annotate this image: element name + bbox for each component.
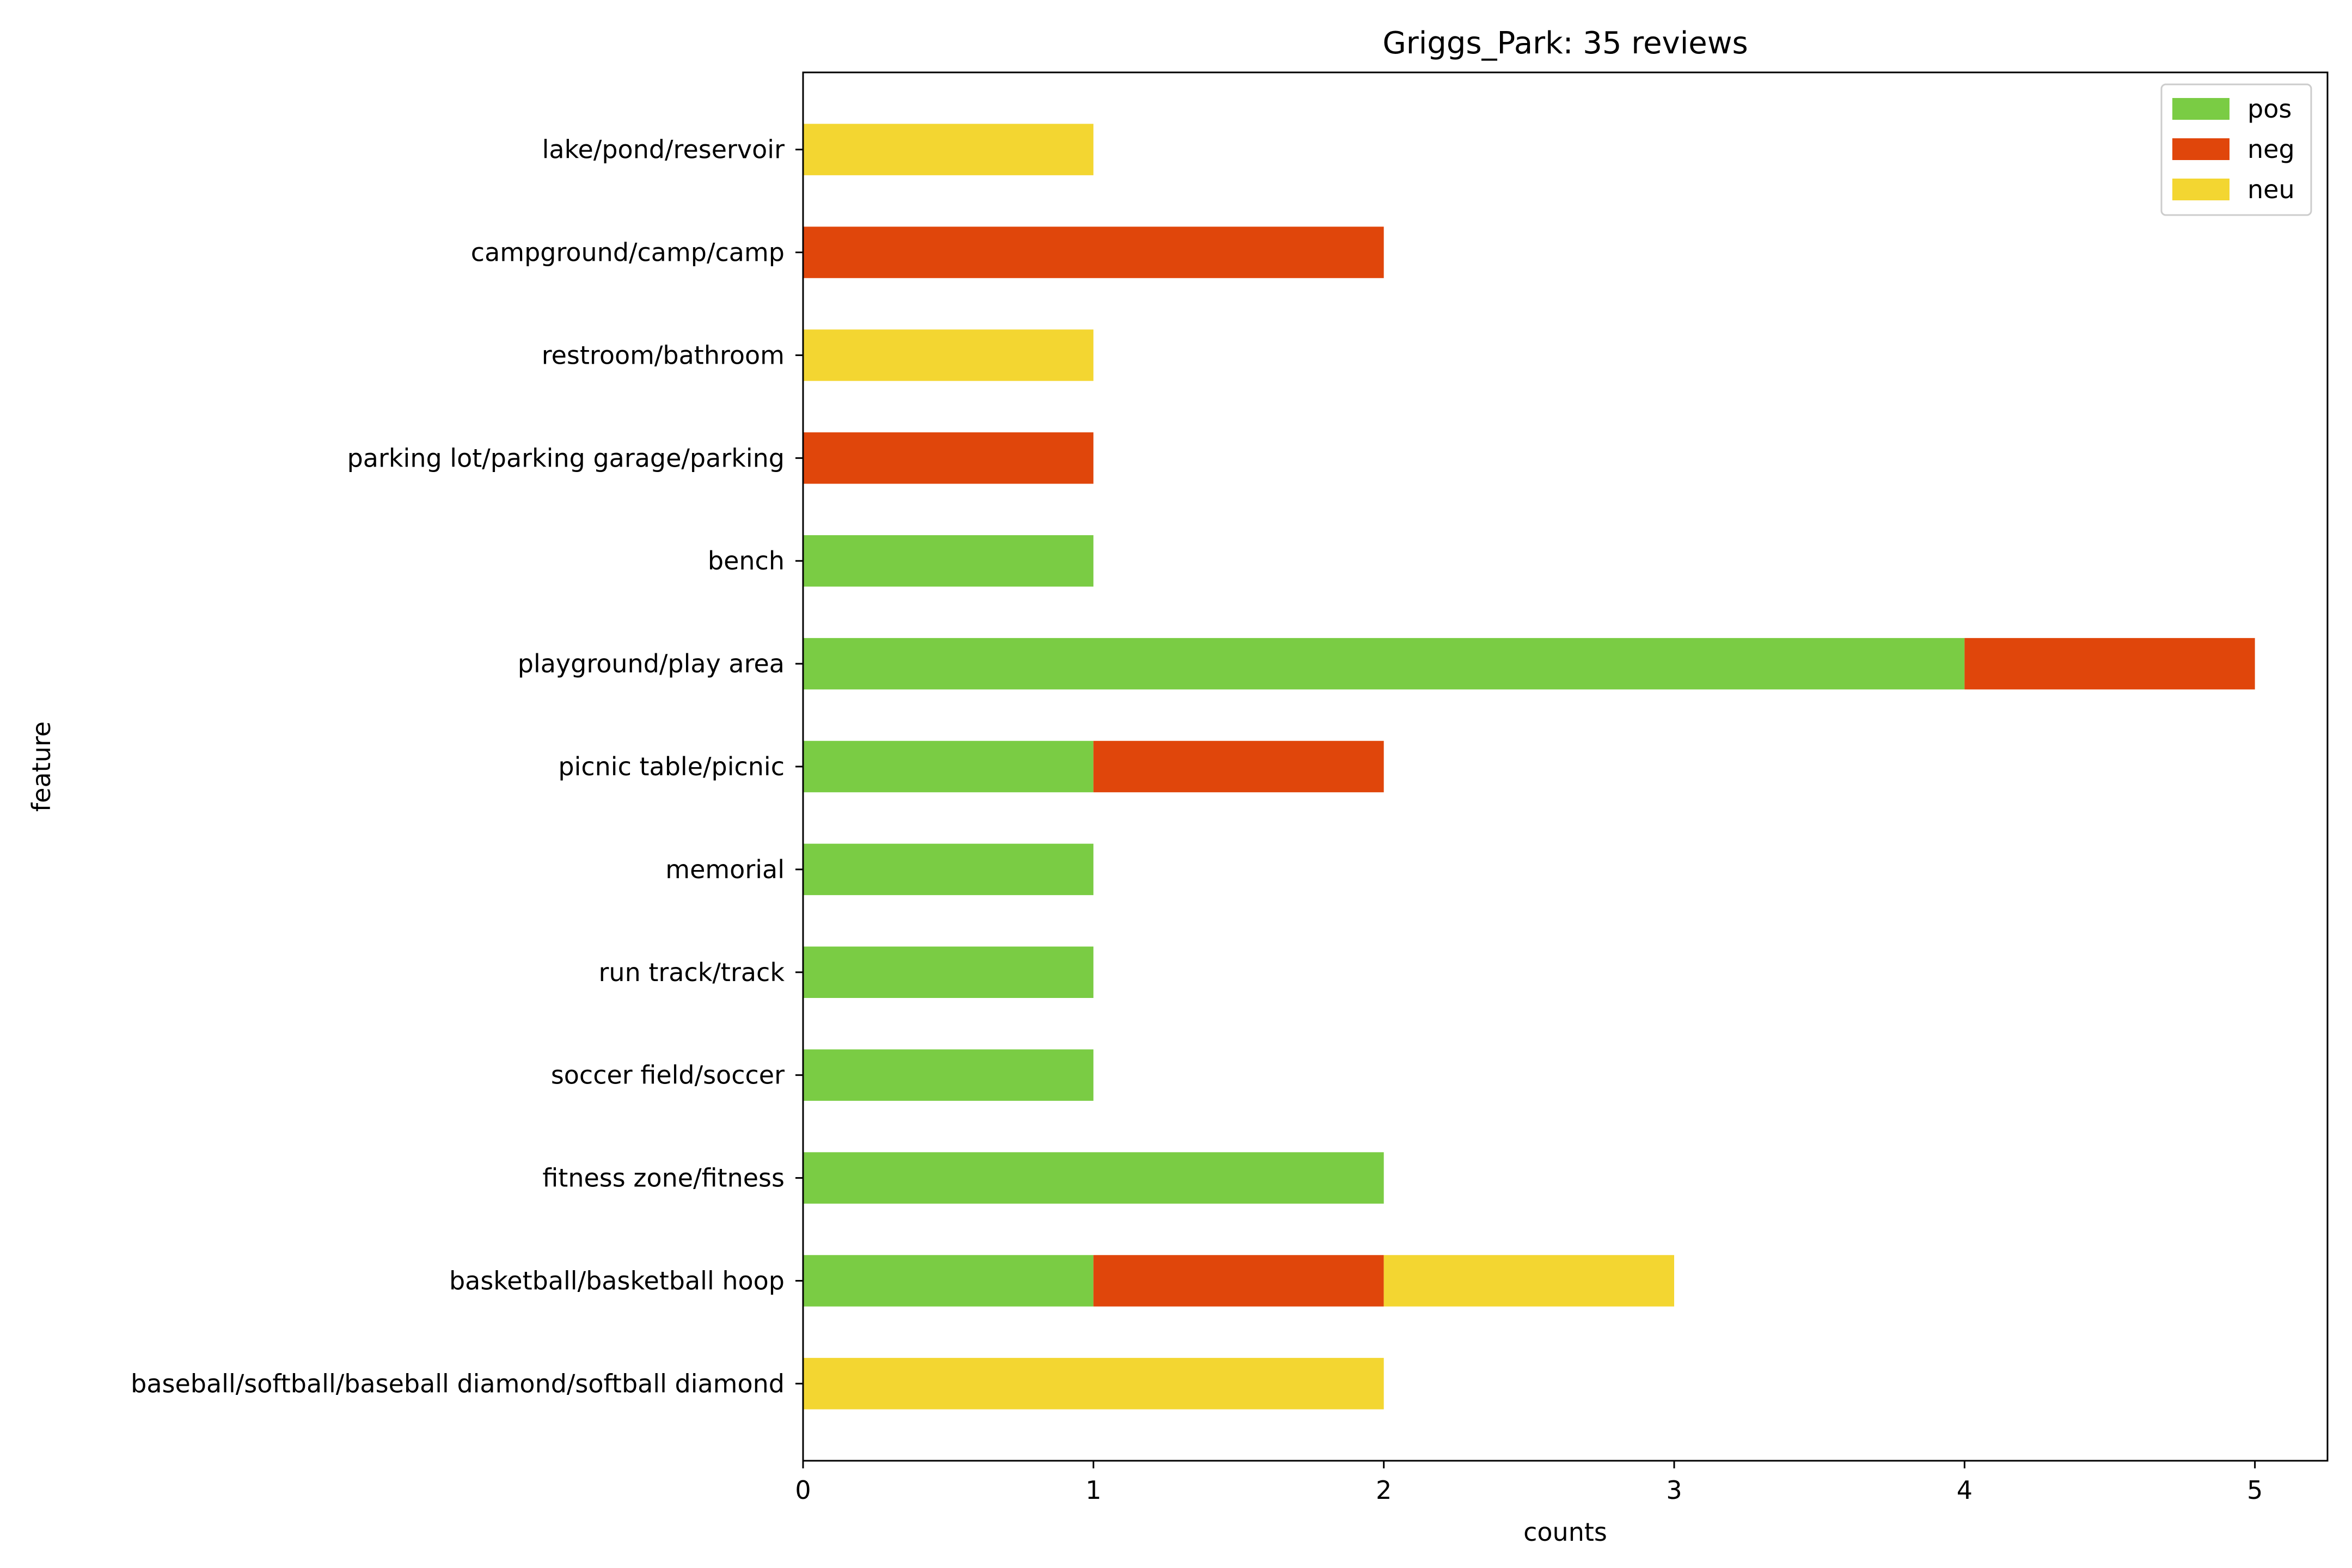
bar-neg-9 xyxy=(803,432,1094,484)
y-tick-label: lake/pond/reservoir xyxy=(542,135,785,164)
x-tick-label: 5 xyxy=(2247,1475,2263,1505)
bar-neu-12 xyxy=(803,124,1094,175)
chart-title: Griggs_Park: 35 reviews xyxy=(1382,26,1748,61)
legend-swatch-neg xyxy=(2172,138,2230,160)
bar-neu-10 xyxy=(803,329,1094,381)
bar-pos-1 xyxy=(803,1255,1094,1307)
bar-pos-3 xyxy=(803,1049,1094,1101)
y-tick-label: bench xyxy=(708,546,785,575)
x-tick-label: 3 xyxy=(1666,1475,1682,1505)
plot-frame xyxy=(802,71,2329,1462)
bar-pos-5 xyxy=(803,843,1094,896)
x-tick-label: 4 xyxy=(1957,1475,1973,1505)
y-axis-label: feature xyxy=(27,721,56,812)
bar-neu-1 xyxy=(1383,1255,1674,1307)
legend-label-neg: neg xyxy=(2247,134,2295,164)
y-tick-labels: baseball/softball/baseball diamond/softb… xyxy=(131,135,803,1398)
bar-neg-7 xyxy=(1964,638,2255,690)
y-tick-label: basketball/basketball hoop xyxy=(449,1266,785,1295)
bar-neg-11 xyxy=(803,226,1384,278)
legend-swatch-neu xyxy=(2172,179,2230,200)
x-axis-label: counts xyxy=(1523,1517,1607,1547)
bar-pos-7 xyxy=(803,638,1965,690)
legend: pos neg neu xyxy=(2160,83,2312,216)
bar-neg-6 xyxy=(1093,740,1384,793)
bar-pos-2 xyxy=(803,1152,1384,1204)
legend-label-pos: pos xyxy=(2247,94,2292,124)
x-tick-label: 0 xyxy=(795,1475,811,1505)
x-ticks: 0 1 2 3 4 5 xyxy=(795,1461,2263,1505)
bar-pos-8 xyxy=(803,535,1094,587)
y-tick-label: run track/track xyxy=(599,958,785,987)
bar-neu-0 xyxy=(803,1358,1384,1410)
x-tick-label: 2 xyxy=(1376,1475,1392,1505)
legend-label-neu: neu xyxy=(2247,175,2295,204)
y-tick-label: picnic table/picnic xyxy=(558,752,785,781)
y-tick-label: parking lot/parking garage/parking xyxy=(347,443,785,473)
bar-neg-1 xyxy=(1093,1255,1384,1307)
x-tick-label: 1 xyxy=(1086,1475,1101,1505)
bars xyxy=(803,124,2255,1410)
bar-pos-6 xyxy=(803,740,1094,793)
y-tick-label: restroom/bathroom xyxy=(542,340,785,370)
y-tick-label: fitness zone/fitness xyxy=(542,1163,785,1193)
y-tick-label: memorial xyxy=(665,855,785,884)
bar-pos-4 xyxy=(803,946,1094,998)
y-tick-label: playground/play area xyxy=(518,649,785,678)
y-tick-label: soccer field/soccer xyxy=(551,1061,785,1090)
legend-swatch-pos xyxy=(2172,98,2230,120)
y-tick-label: baseball/softball/baseball diamond/softb… xyxy=(131,1369,785,1398)
y-tick-label: campground/camp/camp xyxy=(471,238,785,267)
